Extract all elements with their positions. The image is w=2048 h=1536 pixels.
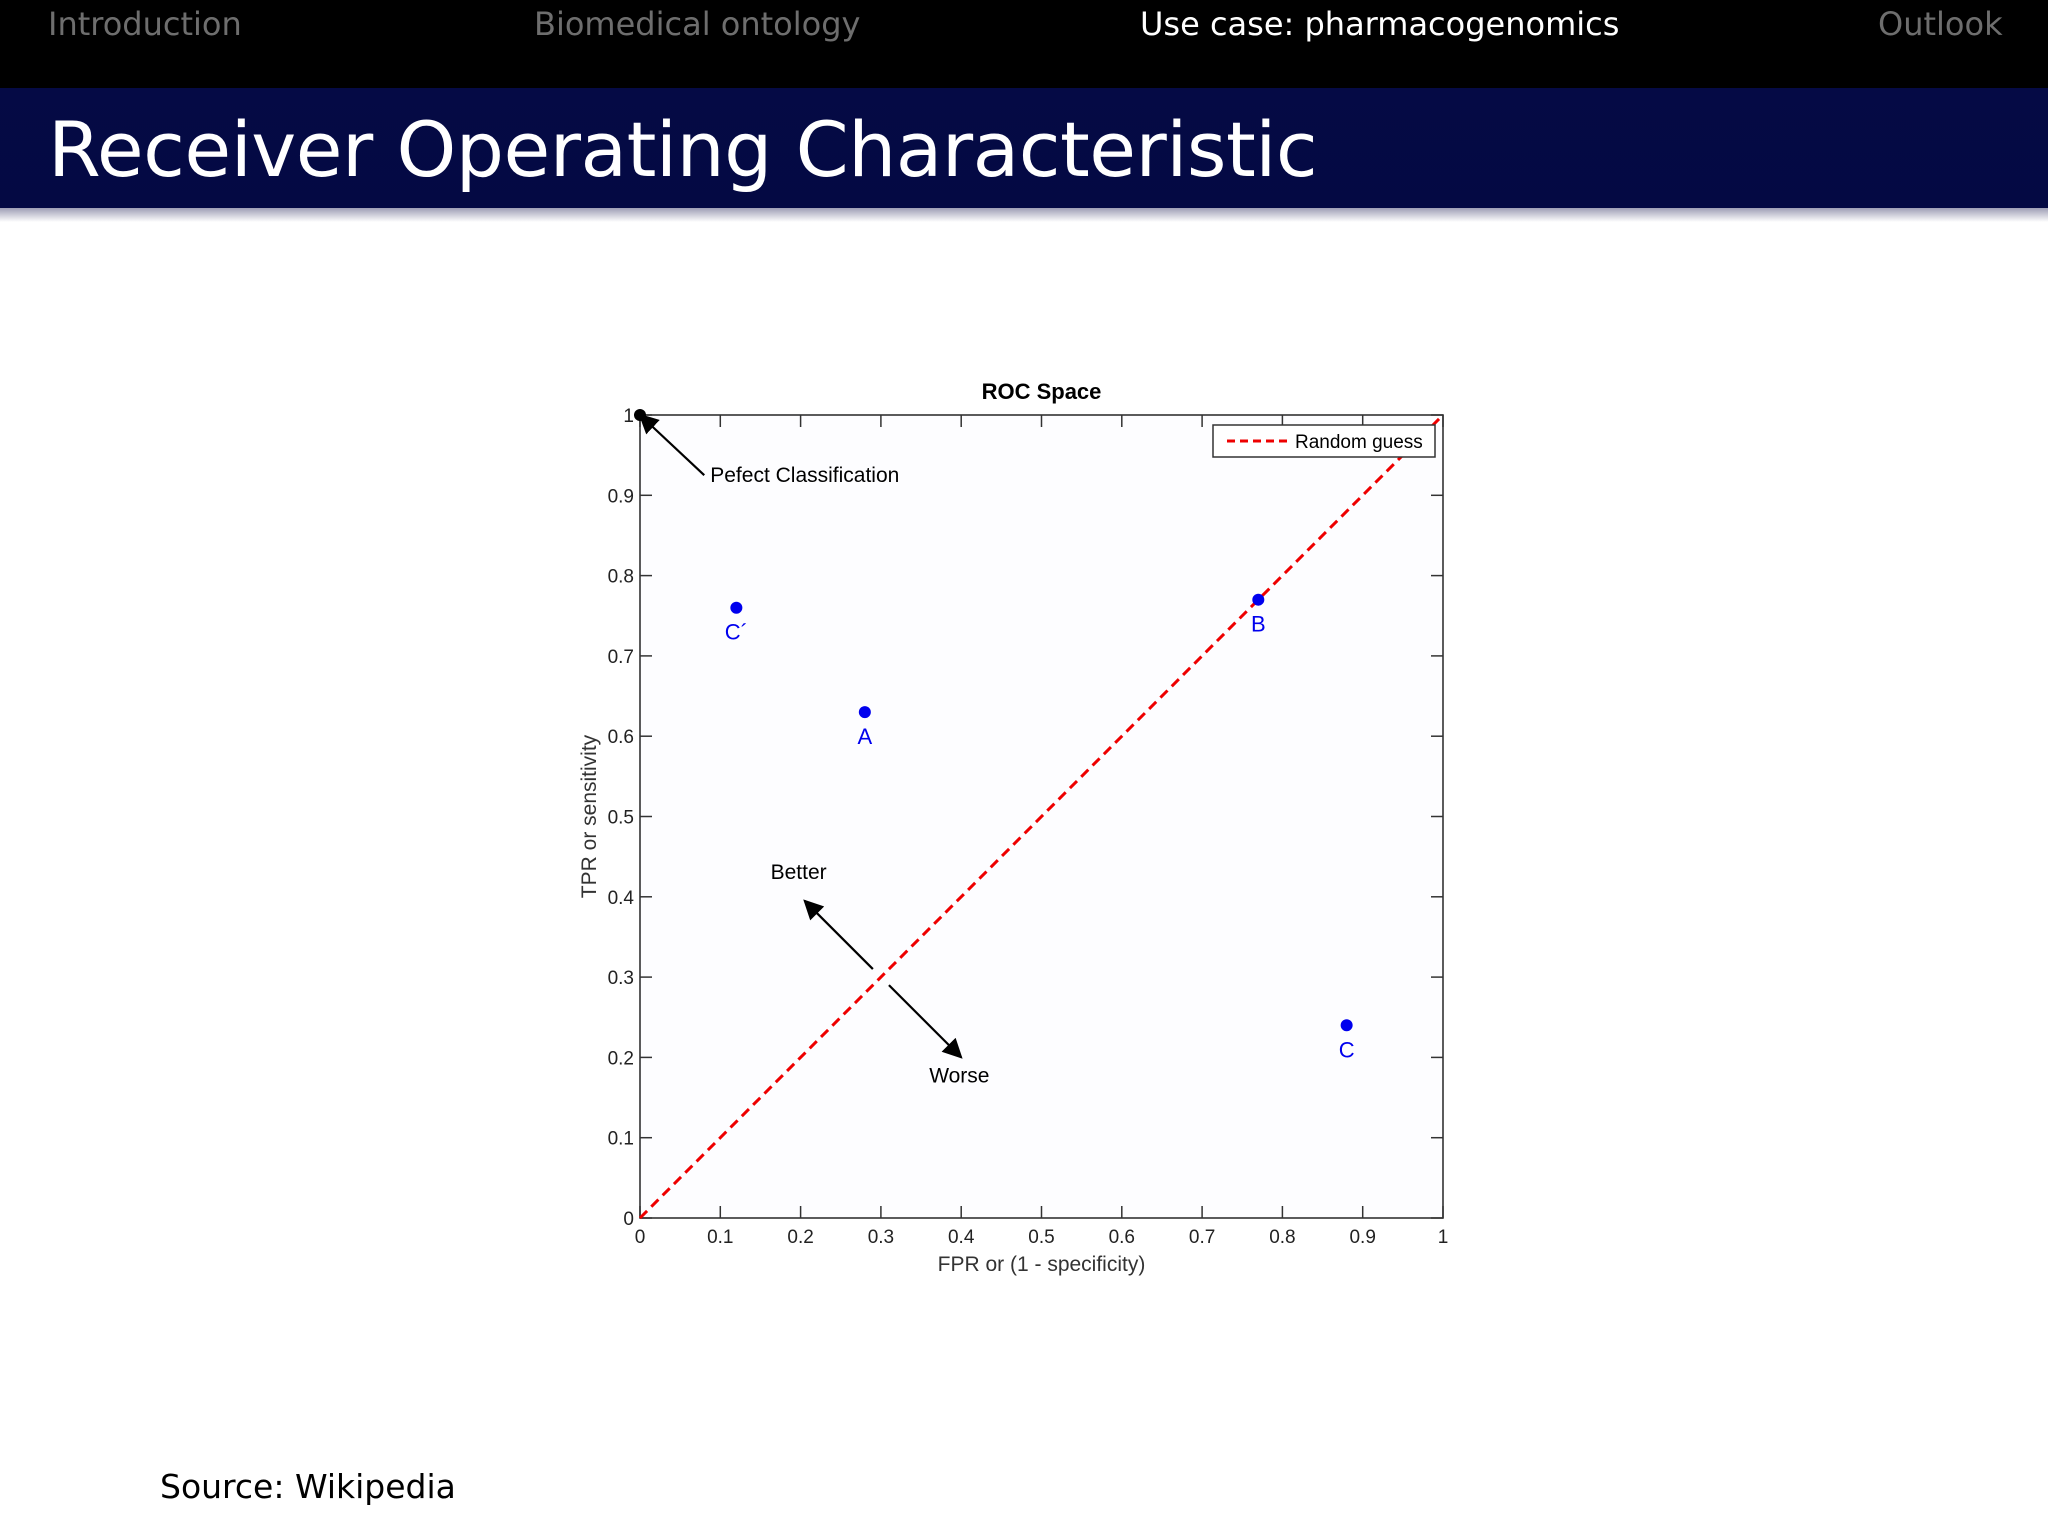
y-tick-label: 0.1 [608, 1129, 634, 1150]
point-a [858, 706, 871, 719]
point-b [1252, 593, 1265, 606]
x-tick-label: 0.4 [948, 1227, 975, 1248]
slide-title: Receiver Operating Characteristic [48, 105, 1318, 194]
y-tick-label: 0.5 [608, 808, 634, 829]
x-axis-label: FPR or (1 - specificity) [938, 1253, 1146, 1276]
nav-item-biomedical-ontology[interactable]: Biomedical ontology [534, 5, 861, 43]
x-tick-label: 0.7 [1189, 1227, 1215, 1248]
title-bar [0, 88, 2048, 208]
nav-item-outlook[interactable]: Outlook [1878, 5, 2003, 43]
point-c [730, 601, 743, 614]
legend-label-random-guess: Random guess [1295, 432, 1423, 453]
y-tick-label: 0.4 [608, 888, 635, 909]
y-axis-label: TPR or sensitivity [578, 734, 601, 898]
y-tick-label: 0.6 [608, 727, 634, 748]
y-tick-label: 1 [623, 406, 634, 427]
point-perfect [634, 409, 646, 421]
x-tick-label: 0.9 [1349, 1227, 1375, 1248]
nav-item-use-case[interactable]: Use case: pharmacogenomics [1140, 5, 1620, 43]
point-label: A [857, 724, 872, 749]
x-tick-label: 1 [1438, 1227, 1449, 1248]
roc-chart-svg: ROC Space 0 0.1 0.2 0.3 0.4 0.5 0.6 0.7 0.8 0.9 1 0 0… [578, 379, 1449, 1276]
annotation-perfect-classification: Pefect Classification [710, 464, 899, 487]
title-bar-shadow [0, 208, 2048, 222]
nav-item-introduction[interactable]: Introduction [48, 5, 242, 43]
y-tick-label: 0.7 [608, 647, 634, 668]
annotation-worse: Worse [929, 1064, 989, 1087]
x-tick-label: 0.1 [707, 1227, 733, 1248]
x-tick-label: 0.5 [1028, 1227, 1054, 1248]
x-tick-label: 0.6 [1109, 1227, 1135, 1248]
y-tick-label: 0 [623, 1209, 634, 1230]
chart-title: ROC Space [982, 379, 1102, 404]
legend-box [1212, 424, 1436, 458]
y-tick-label: 0.9 [608, 486, 634, 507]
point-c [1340, 1019, 1353, 1032]
point-label: B [1251, 612, 1266, 637]
x-tick-label: 0 [635, 1227, 646, 1248]
section-nav-bar: Introduction Biomedical ontology Use cas… [0, 0, 2048, 88]
x-tick-label: 0.3 [868, 1227, 894, 1248]
point-label: C´ [725, 620, 748, 645]
y-tick-label: 0.8 [608, 567, 634, 588]
annotation-arrow [638, 413, 705, 477]
point-label: C [1339, 1037, 1355, 1062]
annotation-arrow [888, 984, 963, 1059]
annotation-better: Better [771, 861, 827, 884]
random-guess-line [638, 413, 1445, 1220]
x-tick-label: 0.8 [1269, 1227, 1295, 1248]
roc-chart: ROC Space 0 0.1 0.2 0.3 0.4 0.5 0.6 0.7 0.8 0.9 1 0 0… [540, 360, 1500, 1290]
x-tick-label: 0.2 [787, 1227, 813, 1248]
source-citation: Source: Wikipedia [160, 1467, 456, 1506]
y-tick-label: 0.2 [608, 1048, 634, 1069]
y-tick-label: 0.3 [608, 968, 634, 989]
annotation-arrow [803, 899, 874, 970]
